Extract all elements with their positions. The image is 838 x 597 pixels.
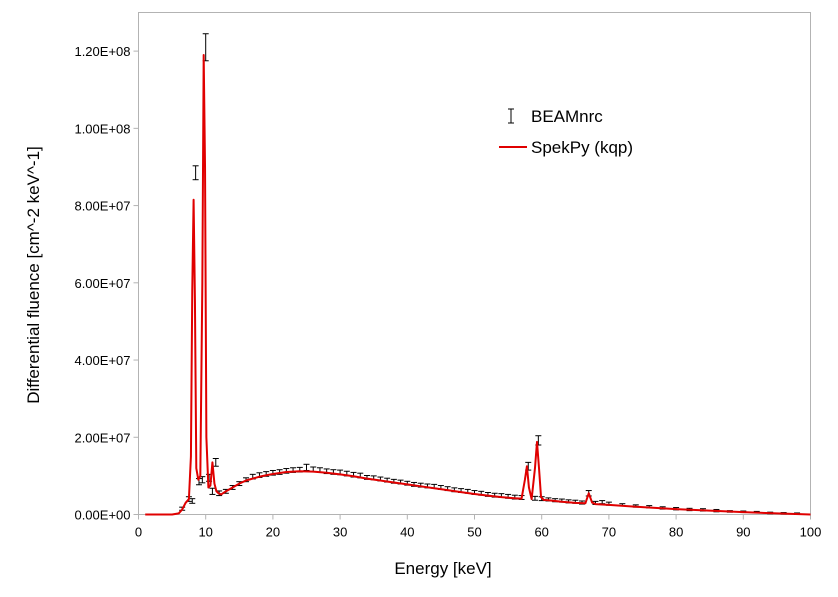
x-tick-label: 20: [266, 525, 280, 540]
y-tick-label: 1.00E+08: [74, 121, 130, 136]
x-tick-label: 80: [669, 525, 683, 540]
x-tick-label: 30: [333, 525, 347, 540]
plot-frame: [138, 12, 811, 515]
x-axis: 0 10 20 30 40 50 60 70 80 90 100: [135, 514, 822, 540]
legend-beamnrc-marker: [508, 108, 514, 124]
y-axis-title: Differential fluence [cm^-2 keV^-1]: [24, 146, 43, 404]
legend-spekpy-label: SpekPy (kqp): [531, 138, 633, 157]
y-tick-label: 1.20E+08: [74, 44, 130, 59]
y-tick-label: 6.00E+07: [74, 276, 130, 291]
x-axis-title: Energy [keV]: [394, 559, 491, 578]
x-tick-label: 10: [198, 525, 212, 540]
y-tick-label: 8.00E+07: [74, 199, 130, 214]
x-tick-label: 70: [602, 525, 616, 540]
series-spekpy-line: [145, 53, 811, 516]
y-tick-label: 4.00E+07: [74, 353, 130, 368]
beamnrc-point: [189, 498, 196, 504]
y-tick-label: 2.00E+07: [74, 430, 130, 445]
y-axis: 0.00E+00 2.00E+07 4.00E+07 6.00E+07 8.00E+07…: [74, 44, 139, 523]
legend: BEAMnrc SpekPy (kqp): [499, 107, 633, 157]
x-tick-label: 50: [467, 525, 481, 540]
beamnrc-point: [209, 487, 216, 495]
beamnrc-point: [192, 165, 199, 181]
x-tick-label: 100: [800, 525, 822, 540]
x-tick-label: 40: [400, 525, 414, 540]
legend-beamnrc-label: BEAMnrc: [531, 107, 603, 126]
x-tick-label: 90: [736, 525, 750, 540]
x-tick-label: 60: [534, 525, 548, 540]
beamnrc-point: [531, 495, 538, 501]
x-tick-label: 0: [135, 525, 142, 540]
y-tick-label: 0.00E+00: [74, 508, 130, 523]
